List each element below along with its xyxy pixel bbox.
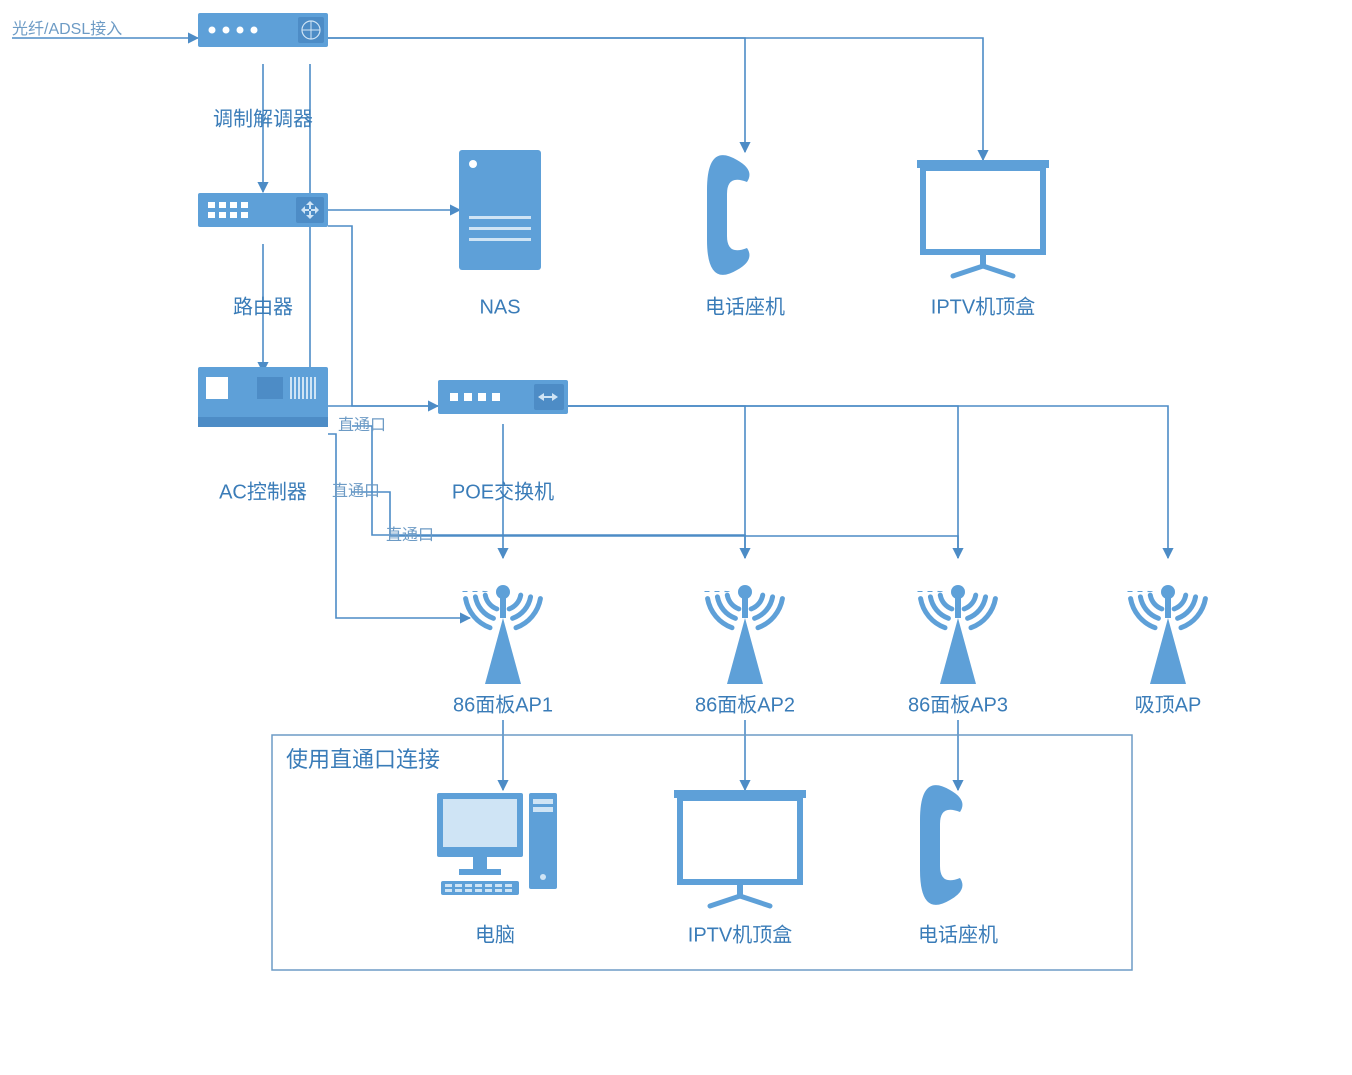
phone-icon — [920, 785, 962, 905]
group-label: 使用直通口连接 — [286, 747, 440, 772]
edge — [328, 38, 745, 152]
modem-icon — [198, 13, 328, 47]
edge-label: 直通口 — [386, 526, 434, 544]
ac-label: AC控制器 — [219, 481, 307, 504]
pc-icon — [437, 793, 557, 895]
edge — [352, 492, 958, 558]
ap-icon — [920, 585, 995, 684]
nas-label: NAS — [479, 297, 520, 319]
poe-label: POE交换机 — [452, 481, 554, 504]
ap4-label: 吸顶AP — [1135, 695, 1202, 717]
edge — [328, 226, 438, 406]
projector-icon — [917, 160, 1049, 276]
projector-icon — [674, 790, 806, 906]
ap1-label: 86面板AP1 — [453, 694, 553, 717]
wan-label: 光纤/ADSL接入 — [12, 20, 122, 38]
edge-label: 直通口 — [338, 416, 386, 434]
poe-icon — [438, 380, 568, 414]
ac-icon — [198, 367, 328, 427]
network-diagram: 直通口直通口直通口使用直通口连接光纤/ADSL接入调制解调器路由器NAS电话座机… — [0, 0, 1352, 1075]
iptv1-label: IPTV机顶盒 — [931, 296, 1035, 319]
phone-icon — [707, 155, 749, 275]
edge — [328, 434, 470, 618]
nas-icon — [459, 150, 541, 270]
modem-label: 调制解调器 — [213, 108, 313, 131]
iptv2-label: IPTV机顶盒 — [688, 924, 792, 947]
router-label: 路由器 — [233, 296, 293, 319]
ap-icon — [707, 585, 782, 684]
edge-label: 直通口 — [332, 482, 380, 500]
router-icon — [198, 193, 328, 227]
edge — [328, 38, 983, 160]
ap-icon — [1130, 585, 1205, 684]
pc-label: 电脑 — [475, 924, 515, 947]
ap2-label: 86面板AP2 — [695, 694, 795, 717]
phone1-label: 电话座机 — [705, 296, 785, 319]
ap3-label: 86面板AP3 — [908, 694, 1008, 717]
phone2-label: 电话座机 — [918, 924, 998, 947]
ap-icon — [465, 585, 540, 684]
